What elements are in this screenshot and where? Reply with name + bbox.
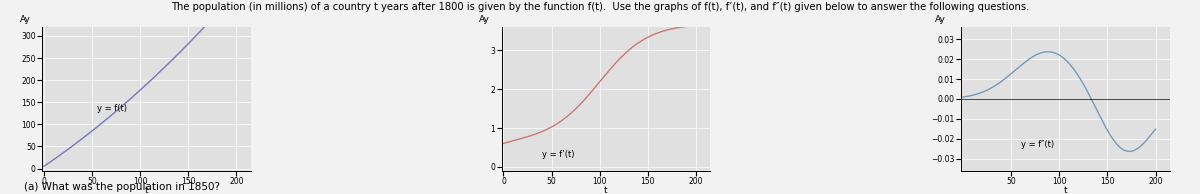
Text: y = f″(t): y = f″(t)	[1021, 140, 1054, 149]
X-axis label: t: t	[1063, 186, 1067, 194]
X-axis label: t: t	[604, 186, 608, 194]
Text: y = f’(t): y = f’(t)	[542, 150, 575, 159]
Text: y = f(t): y = f(t)	[97, 104, 127, 113]
Y-axis label: Ay: Ay	[480, 15, 491, 24]
Y-axis label: Ay: Ay	[20, 15, 31, 24]
Text: The population (in millions) of a country t years after 1800 is given by the fun: The population (in millions) of a countr…	[170, 2, 1030, 12]
Text: (a) What was the population in 1850?: (a) What was the population in 1850?	[24, 182, 220, 192]
X-axis label: t: t	[145, 186, 149, 194]
Y-axis label: Ay: Ay	[935, 15, 946, 24]
